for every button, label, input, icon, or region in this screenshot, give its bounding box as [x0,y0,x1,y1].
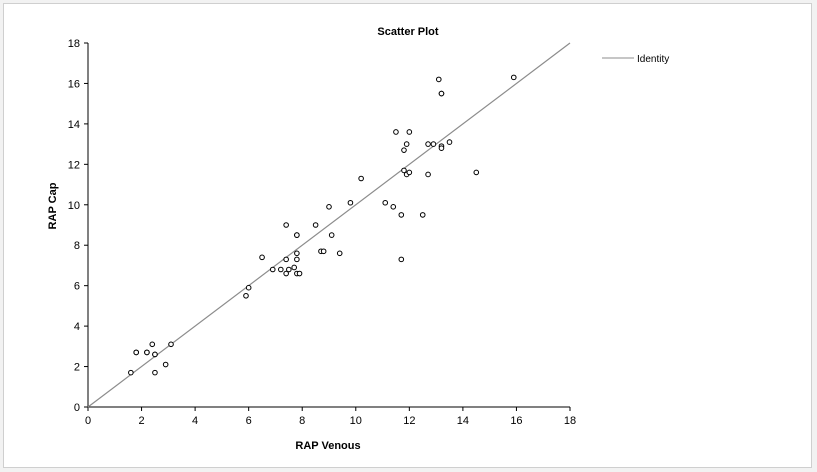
y-tick-label: 8 [74,240,80,252]
scatter-point [283,222,289,228]
scatter-point [406,129,413,135]
legend: Identity [602,54,669,65]
x-tick-label: 18 [564,415,576,427]
scatter-point [286,266,292,273]
x-tick-label: 14 [457,415,469,427]
scatter-point [245,284,252,291]
x-tick-label: 2 [138,415,144,427]
scatter-point [152,369,158,376]
scatter-point [152,351,158,358]
scatter-point [473,169,480,176]
scatter-point [438,90,445,97]
scatter-point [283,270,289,277]
scatter-point [291,264,297,271]
scatter-point [328,232,335,238]
scatter-point [425,141,431,147]
scatter-point [398,212,405,218]
scatter-point [283,256,289,263]
scatter-point [326,204,332,210]
y-tick-label: 2 [74,362,80,374]
scatter-point [398,256,405,263]
scatter-point [320,248,327,255]
scatter-point [358,175,364,182]
scatter-point [403,141,410,147]
y-tick-label: 4 [74,321,80,333]
x-tick-label: 8 [299,415,305,427]
scatter-point [144,349,150,356]
scatter-point [446,139,453,145]
scatter-point [128,369,134,376]
identity-line [87,42,571,408]
scatter-point [296,270,303,277]
scatter-point [168,341,174,348]
x-axis-title: RAP Venous [295,440,360,452]
y-tick-label: 16 [68,78,80,90]
scatter-point [425,171,431,178]
scatter-point [438,145,445,151]
y-tick-label: 18 [68,38,80,50]
scatter-point [406,169,413,176]
y-tick-label: 10 [68,200,80,212]
scatter-chart: Scatter Plot 0 2 4 6 8 10 12 14 16 18 0 2 4 6 8 10 12 14 1… [47,26,669,452]
plot-area: 0 2 4 6 8 10 12 14 16 18 0 2 4 6 8 10 12 14 16 18 [68,38,576,427]
scatter-point [269,266,276,273]
x-tick-label: 16 [510,415,522,427]
y-tick-label: 12 [68,159,80,171]
y-axis-title: RAP Cap [47,182,59,229]
scatter-point [393,129,399,135]
x-tick-label: 10 [350,415,362,427]
scatter-point [390,204,397,210]
scatter-point [382,199,389,206]
scatter-point [435,76,442,83]
x-tick-label: 6 [246,415,252,427]
chart-title: Scatter Plot [377,26,438,38]
scatter-point [162,361,169,368]
scatter-point [294,232,300,238]
scatter-point [259,254,265,261]
y-tick-label: 14 [68,119,80,131]
scatter-point [312,222,319,228]
x-tick-label: 4 [192,415,198,427]
scatter-point [294,250,300,257]
x-tick-label: 0 [85,415,91,427]
scatter-point [347,199,354,206]
scatter-point [243,292,249,299]
scatter-point [336,250,343,257]
scatter-point [430,141,437,147]
scatter-point [419,212,426,218]
y-tick-label: 0 [74,402,80,414]
scatter-point [278,266,284,273]
scatter-point [510,74,517,81]
scatter-point [133,349,139,356]
scatter-point [401,167,407,174]
y-tick-label: 6 [74,281,80,293]
scatter-point [149,341,156,348]
scatter-point [294,256,300,263]
chart-frame: Scatter Plot 0 2 4 6 8 10 12 14 16 18 0 2 4 6 8 10 12 14 1… [3,3,812,468]
scatter-point [401,147,407,153]
x-tick-label: 12 [403,415,415,427]
legend-label-identity: Identity [637,54,669,65]
